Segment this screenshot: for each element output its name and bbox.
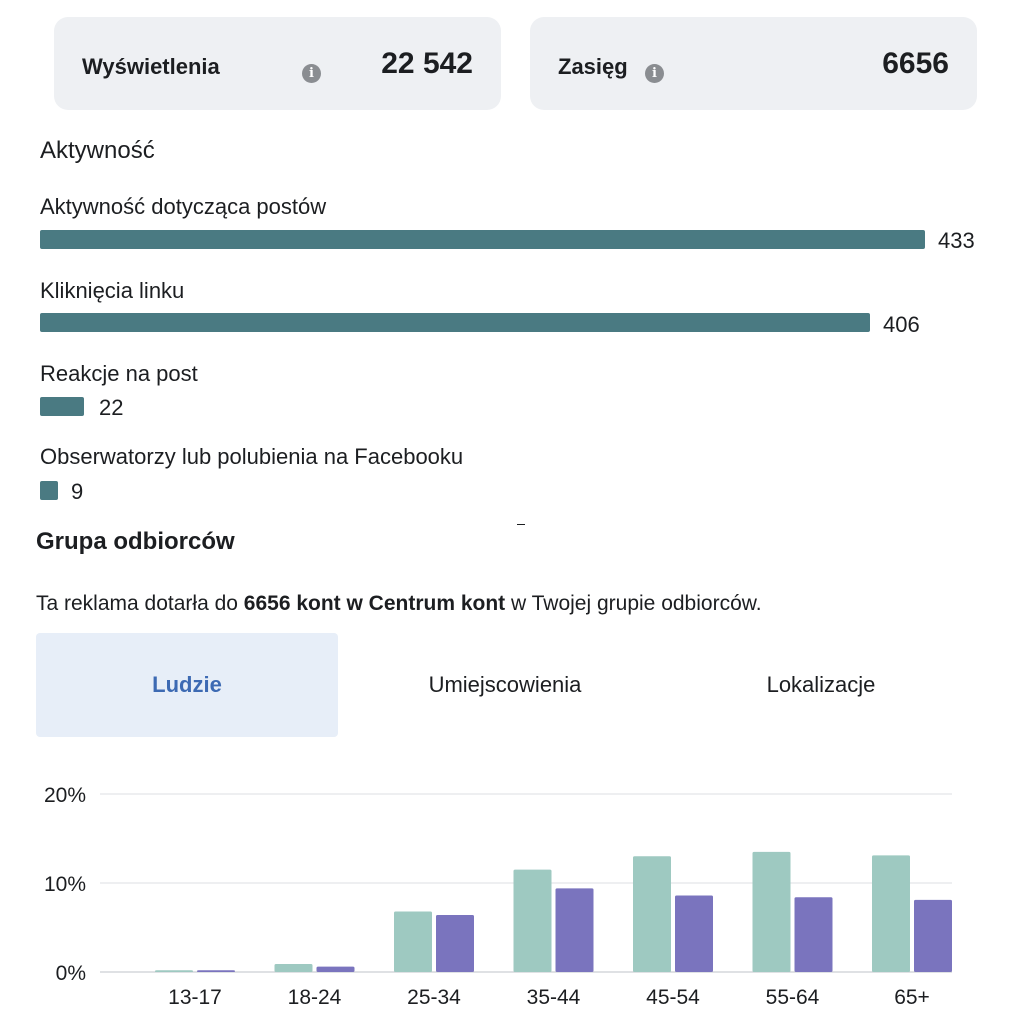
chart-bar[interactable] [633, 856, 671, 972]
chart-bar[interactable] [274, 963, 313, 972]
chart-bar[interactable] [316, 966, 355, 972]
activity-item-bar [40, 397, 84, 416]
description-highlight: 6656 kont w Centrum kont [243, 592, 506, 615]
info-icon[interactable]: i [645, 64, 664, 83]
activity-title: Aktywność [40, 137, 155, 164]
activity-item-value: 22 [99, 395, 124, 420]
x-tick-label: 45-54 [646, 986, 700, 1009]
divider [517, 524, 525, 525]
info-icon[interactable]: i [302, 64, 321, 83]
reach-card: Zasięg i 6656 [530, 17, 977, 110]
chart-bar[interactable] [675, 895, 713, 972]
activity-item-value: 406 [883, 312, 920, 337]
y-tick-label: 20% [44, 784, 86, 807]
chart-bar[interactable] [513, 869, 552, 972]
activity-item-bar [40, 313, 870, 332]
chart-bar[interactable] [794, 897, 833, 972]
chart-bar[interactable] [436, 915, 474, 972]
activity-item-label: Kliknięcia linku [40, 278, 185, 303]
description-text: Ta reklama dotarła do [36, 592, 244, 615]
audience-description: Ta reklama dotarła do 6656 kont w Centru… [36, 592, 762, 616]
activity-item-value: 433 [938, 228, 975, 253]
activity-item-bar [40, 481, 58, 500]
x-tick-label: 13-17 [168, 986, 222, 1009]
age-chart: 0% 10% 20% 13-17 18-24 25-34 35-44 45-54 55-64 65… [0, 770, 1024, 1029]
reach-label: Zasięg [558, 54, 628, 79]
x-tick-label: 35-44 [527, 986, 581, 1009]
reach-value: 6656 [882, 47, 949, 80]
audience-tabs: Ludzie Umiejscowienia Lokalizacje [36, 633, 976, 737]
activity-item-label: Reakcje na post [40, 361, 198, 386]
x-tick-label: 55-64 [766, 986, 820, 1009]
y-tick-label: 10% [44, 873, 86, 896]
activity-item-bar [40, 230, 925, 249]
activity-item-label: Obserwatorzy lub polubienia na Facebooku [40, 444, 464, 469]
tab-lokalizacje[interactable]: Lokalizacje [766, 672, 876, 697]
chart-bar[interactable] [155, 970, 193, 972]
description-text: w Twojej grupie odbiorców. [505, 592, 762, 615]
chart-bar[interactable] [394, 911, 432, 972]
tab-ludzie[interactable]: Ludzie [36, 633, 338, 737]
activity-item-label: Aktywność dotycząca postów [40, 194, 327, 219]
views-value: 22 542 [381, 47, 473, 80]
views-label: Wyświetlenia [82, 54, 220, 79]
chart-bar[interactable] [872, 855, 910, 972]
x-tick-label: 25-34 [407, 986, 461, 1009]
x-tick-label: 65+ [894, 986, 930, 1009]
chart-bar[interactable] [197, 970, 235, 972]
age-chart-svg: 0% 10% 20% 13-17 18-24 25-34 35-44 45-54 55-64 65… [44, 784, 952, 1009]
chart-bar[interactable] [914, 899, 952, 972]
activity-item-value: 9 [71, 479, 84, 504]
chart-bar[interactable] [752, 851, 791, 972]
views-card: Wyświetlenia i 22 542 [54, 17, 501, 110]
audience-title: Grupa odbiorców [36, 528, 235, 555]
y-tick-label: 0% [56, 962, 86, 985]
tab-umiejscowienia[interactable]: Umiejscowienia [428, 672, 582, 697]
chart-bar[interactable] [555, 888, 594, 972]
x-tick-label: 18-24 [288, 986, 342, 1009]
